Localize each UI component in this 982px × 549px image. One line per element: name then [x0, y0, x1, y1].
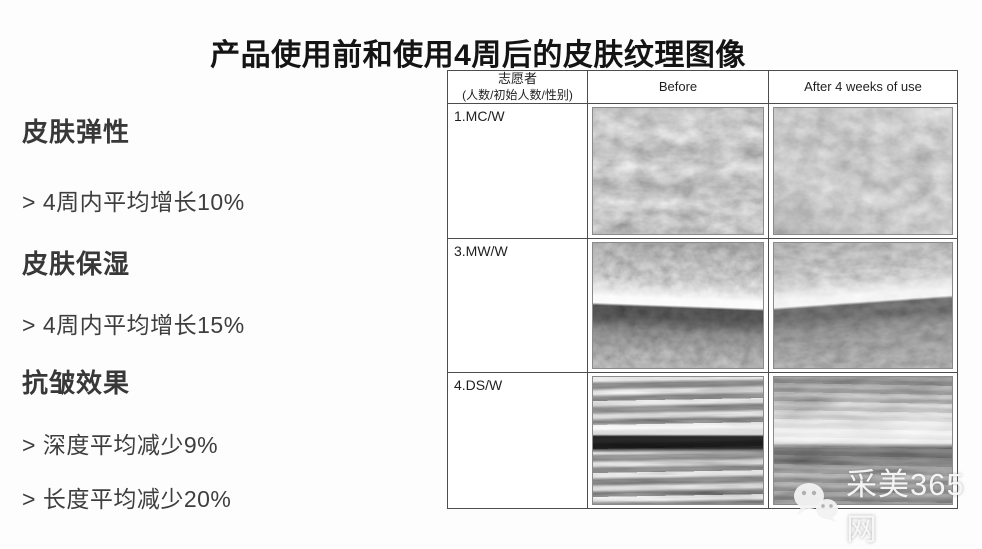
skin-texture-shading	[593, 108, 763, 234]
volunteer-label: 3.MW/W	[448, 239, 588, 373]
skin-texture-shading	[593, 377, 763, 504]
volunteer-header-subtitle: (人数/初始人数/性别)	[462, 87, 573, 102]
stat-item-length-reduction: > 长度平均减少20%	[22, 486, 232, 512]
skin-texture-image-before-2	[592, 242, 764, 369]
skin-texture-shading	[774, 243, 952, 368]
stat-heading-anti-wrinkle: 抗皱效果	[22, 368, 131, 398]
results-table: 志愿者 (人数/初始人数/性别) Before After 4 weeks of…	[447, 70, 958, 509]
table-cell-after-1	[769, 104, 957, 239]
skin-texture-image-before-3	[592, 376, 764, 505]
skin-texture-shading	[593, 243, 763, 368]
column-header-before: Before	[588, 71, 769, 104]
volunteer-header-title: 志愿者	[497, 71, 537, 87]
page-title: 产品使用前和使用4周后的皮肤纹理图像	[210, 39, 746, 73]
stat-item-depth-reduction: > 深度平均减少9%	[22, 432, 219, 458]
table-cell-after-3	[769, 373, 957, 508]
stat-heading-skin-elasticity: 皮肤弹性	[22, 117, 131, 147]
watermark: 采美365网	[792, 459, 982, 549]
volunteer-label: 4.DS/W	[448, 373, 588, 508]
volunteer-label: 1.MC/W	[448, 104, 588, 239]
table-cell-before-3	[588, 373, 769, 508]
skin-texture-shading	[774, 377, 952, 504]
table-cell-before-1	[588, 104, 769, 239]
stat-heading-skin-moisture: 皮肤保湿	[22, 249, 131, 279]
table-cell-before-2	[588, 239, 769, 373]
column-header-volunteer: 志愿者 (人数/初始人数/性别)	[448, 71, 588, 104]
watermark-text: 采美365网	[846, 467, 965, 547]
wechat-icon	[792, 481, 840, 528]
stat-item-moisture-growth: > 4周内平均增长15%	[22, 312, 245, 338]
stat-item-elasticity-growth: > 4周内平均增长10%	[22, 189, 245, 215]
skin-texture-image-before-1	[592, 107, 764, 235]
skin-texture-image-after-2	[773, 242, 953, 369]
skin-texture-image-after-3	[773, 376, 953, 505]
skin-texture-shading	[774, 108, 952, 234]
column-header-after: After 4 weeks of use	[769, 71, 957, 104]
skin-texture-image-after-1	[773, 107, 953, 235]
table-cell-after-2	[769, 239, 957, 373]
slide: { "title": "产品使用前和使用4周后的皮肤纹理图像", "stats"…	[22, 39, 964, 547]
